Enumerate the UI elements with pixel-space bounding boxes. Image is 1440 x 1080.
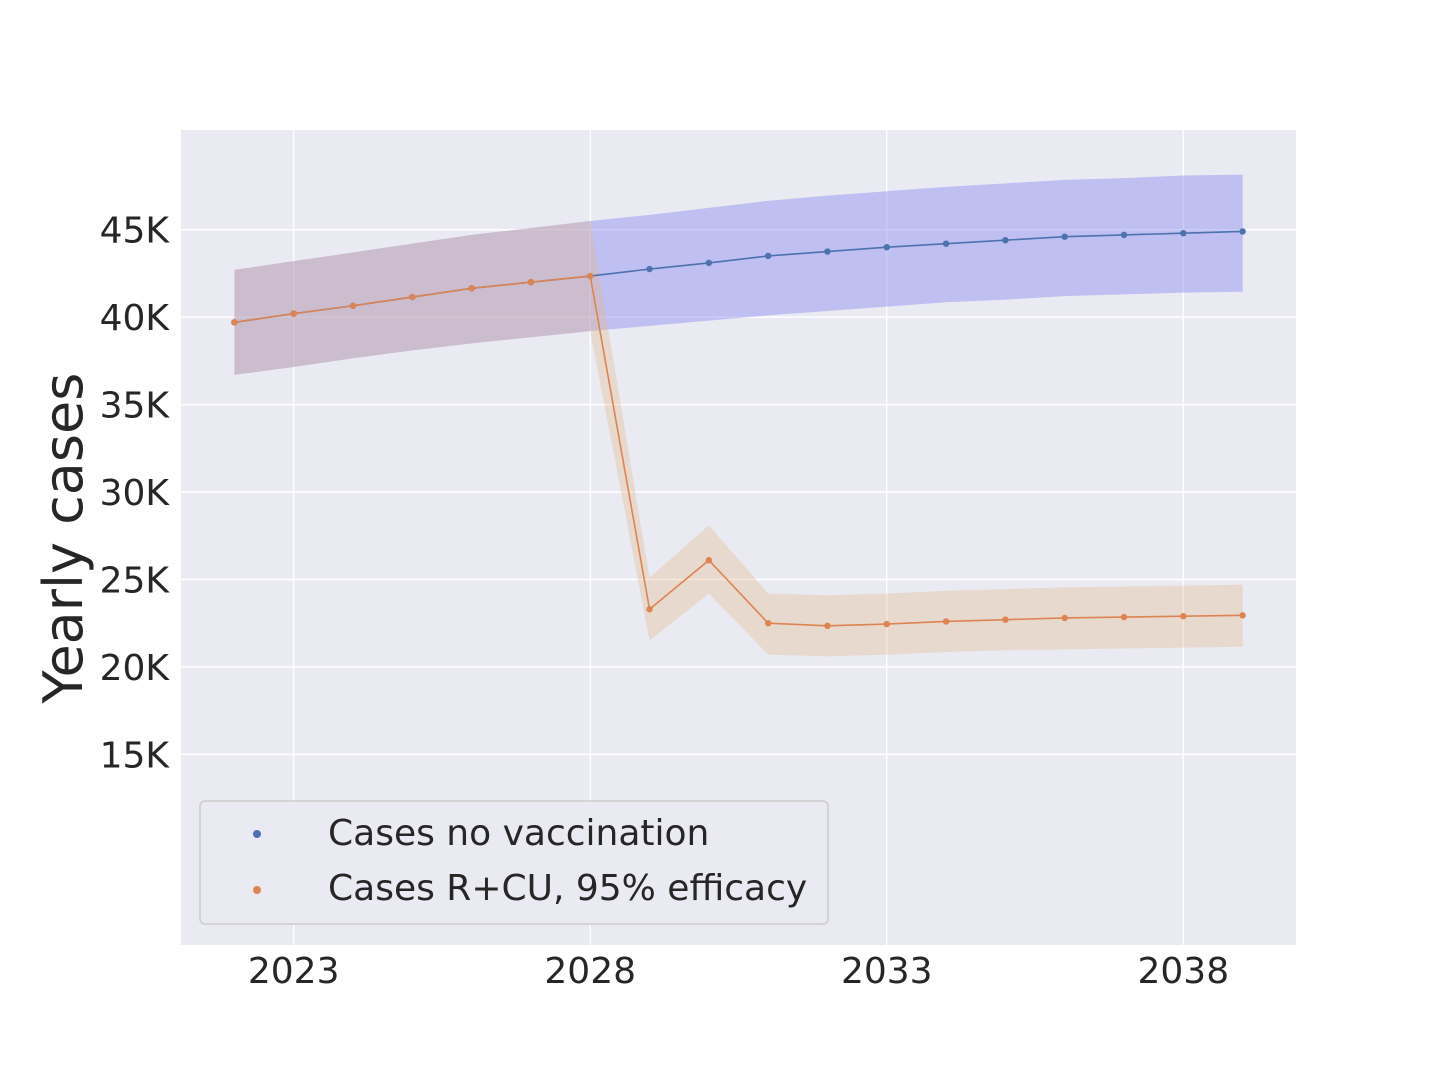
point-rcu-vaccination bbox=[1120, 613, 1128, 621]
point-rcu-vaccination bbox=[1002, 616, 1009, 623]
tick-labels: 15K 20K 25K 30K 35K 40K 45K 2023 2028 2033 2038 bbox=[100, 211, 1230, 992]
point-rcu-vaccination bbox=[231, 319, 238, 326]
point-no-vaccination bbox=[1180, 229, 1187, 237]
point-rcu-vaccination bbox=[824, 622, 831, 630]
legend-marker-no-vaccination bbox=[253, 830, 261, 838]
point-no-vaccination bbox=[1061, 233, 1068, 240]
band-rcu-vaccination bbox=[234, 220, 1243, 657]
point-rcu-vaccination bbox=[1180, 613, 1187, 620]
point-rcu-vaccination bbox=[942, 618, 950, 625]
y-tick-label: 25K bbox=[100, 560, 171, 601]
legend-marker-rcu-vaccination bbox=[253, 886, 261, 894]
point-rcu-vaccination bbox=[468, 285, 475, 292]
point-no-vaccination bbox=[942, 240, 950, 247]
y-tick-label: 15K bbox=[100, 735, 171, 776]
legend: Cases no vaccination Cases R+CU, 95% eff… bbox=[199, 800, 829, 925]
point-rcu-vaccination bbox=[349, 302, 357, 309]
point-no-vaccination bbox=[883, 243, 890, 251]
series-lines bbox=[234, 230, 1243, 627]
y-tick-label: 45K bbox=[100, 211, 171, 252]
y-axis-title: Yearly cases bbox=[32, 373, 95, 705]
point-rcu-vaccination bbox=[1061, 614, 1068, 622]
point-rcu-vaccination bbox=[587, 272, 594, 280]
y-tick-label: 20K bbox=[100, 648, 171, 689]
point-rcu-vaccination bbox=[883, 620, 890, 628]
point-no-vaccination bbox=[1002, 236, 1009, 244]
y-tick-label: 40K bbox=[100, 298, 171, 339]
point-no-vaccination bbox=[764, 252, 772, 260]
band-no-vaccination bbox=[234, 174, 1243, 375]
y-tick-label: 30K bbox=[100, 473, 171, 514]
legend-label-rcu-vaccination: Cases R+CU, 95% efficacy bbox=[328, 868, 807, 909]
x-tick-label: 2028 bbox=[544, 951, 636, 992]
confidence-bands bbox=[234, 174, 1243, 657]
x-tick-label: 2038 bbox=[1138, 951, 1230, 992]
grid bbox=[181, 130, 1296, 945]
y-tick-label: 35K bbox=[100, 386, 171, 427]
point-rcu-vaccination bbox=[705, 557, 713, 564]
legend-label-no-vaccination: Cases no vaccination bbox=[328, 813, 709, 854]
point-rcu-vaccination bbox=[1239, 612, 1246, 619]
point-rcu-vaccination bbox=[764, 619, 772, 627]
point-rcu-vaccination bbox=[290, 310, 297, 317]
point-no-vaccination bbox=[1239, 228, 1246, 235]
point-no-vaccination bbox=[705, 259, 713, 267]
point-rcu-vaccination bbox=[409, 293, 416, 301]
point-no-vaccination bbox=[824, 248, 831, 255]
line-rcu-vaccination bbox=[234, 275, 1243, 627]
point-no-vaccination bbox=[1120, 231, 1128, 239]
x-tick-label: 2023 bbox=[248, 951, 340, 992]
legend-box bbox=[199, 800, 829, 925]
point-no-vaccination bbox=[646, 265, 653, 273]
point-rcu-vaccination bbox=[646, 606, 653, 613]
point-rcu-vaccination bbox=[527, 278, 535, 286]
series-points bbox=[231, 228, 1246, 630]
x-tick-label: 2033 bbox=[841, 951, 933, 992]
